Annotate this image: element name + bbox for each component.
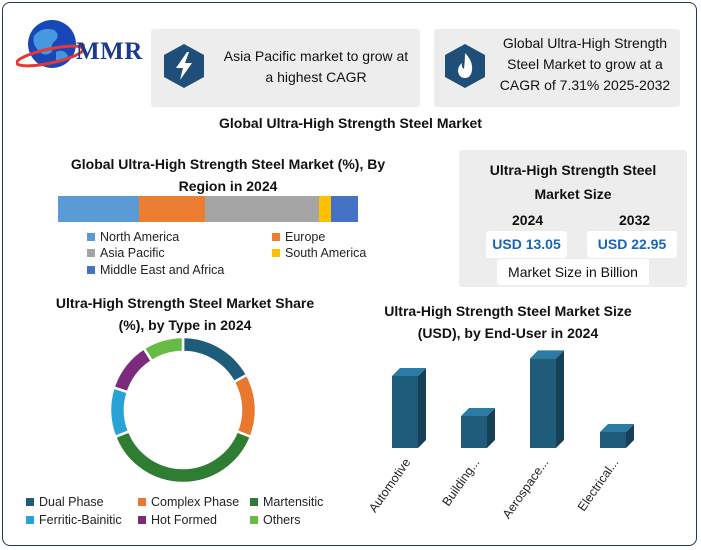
legend-swatch bbox=[87, 232, 95, 241]
legend-label: Dual Phase bbox=[39, 495, 104, 509]
market-size-title-line2: Market Size bbox=[534, 186, 612, 202]
type-donut-chart bbox=[108, 335, 258, 485]
year-2024: 2024 bbox=[512, 212, 544, 228]
bar-segment-north-america bbox=[58, 196, 139, 222]
donut-slice-others bbox=[142, 335, 185, 363]
legend-middle-east-africa: Middle East and Africa bbox=[87, 263, 224, 277]
card2-line2: Steel Market to grow at a bbox=[507, 56, 663, 72]
donut-slice-dual-phase bbox=[181, 335, 249, 384]
column-front bbox=[461, 416, 487, 448]
column-front bbox=[392, 376, 418, 448]
legend-label: Middle East and Africa bbox=[100, 263, 225, 277]
legend-dual-phase: Dual Phase bbox=[26, 495, 104, 509]
enduser-chart-title: Ultra-High Strength Steel Market Size (U… bbox=[360, 300, 656, 344]
column-bar-4 bbox=[600, 424, 634, 448]
legend-label: South America bbox=[285, 246, 367, 260]
card1-line2: a highest CAGR bbox=[265, 69, 367, 85]
region-title-line1: Global Ultra-High Strength Steel Market … bbox=[70, 156, 386, 172]
legend-martensitic: Martensitic bbox=[250, 495, 323, 509]
legend-label: North America bbox=[100, 230, 180, 244]
column-top bbox=[461, 408, 495, 416]
year-2032: 2032 bbox=[619, 212, 651, 228]
legend-swatch bbox=[250, 497, 258, 506]
column-side bbox=[556, 350, 564, 448]
legend-swatch bbox=[26, 515, 34, 524]
donut-slice-complex-phase bbox=[232, 373, 258, 439]
legend-others: Others bbox=[250, 513, 301, 527]
type-chart-title: Ultra-High Strength Steel Market Share (… bbox=[30, 292, 340, 336]
type-title-line2: (%), by Type in 2024 bbox=[118, 317, 252, 333]
enduser-column-chart: Automotive Building... Aerospace... Electri… bbox=[366, 350, 634, 522]
enduser-title-line1: Ultra-High Strength Steel Market Size bbox=[384, 303, 632, 319]
card1-line1: Asia Pacific market to grow at bbox=[223, 48, 409, 64]
column-side bbox=[418, 368, 426, 448]
column-front bbox=[530, 358, 556, 448]
logo-text: MMR bbox=[76, 38, 143, 65]
card2-line1: Global Ultra-High Strength bbox=[502, 35, 668, 51]
column-front bbox=[600, 432, 626, 448]
market-size-card: Ultra-High Strength Steel Market Size 20… bbox=[459, 150, 687, 287]
legend-label: Europe bbox=[285, 230, 326, 244]
column-bar-1 bbox=[392, 368, 426, 448]
market-size-title-line1: Ultra-High Strength Steel bbox=[489, 162, 657, 178]
cagr-market-card: Global Ultra-High Strength Steel Market … bbox=[434, 29, 680, 107]
column-top bbox=[600, 424, 634, 432]
bar-segment-south-america bbox=[319, 196, 331, 222]
legend-swatch bbox=[138, 515, 146, 524]
legend-swatch bbox=[272, 248, 280, 257]
value-2024: USD 13.05 bbox=[486, 231, 567, 258]
mmr-logo bbox=[16, 20, 85, 68]
legend-south-america: South America bbox=[272, 246, 366, 260]
donut-slice-martensitic bbox=[113, 429, 253, 485]
legend-label: Asia Pacific bbox=[100, 246, 165, 260]
column-side bbox=[487, 408, 495, 448]
legend-label: Others bbox=[263, 513, 301, 527]
column-tick-label: Electrical... bbox=[575, 456, 622, 514]
market-size-footer: Market Size in Billion bbox=[497, 259, 649, 285]
legend-label: Martensitic bbox=[263, 495, 324, 509]
legend-swatch bbox=[87, 248, 95, 257]
column-bar-3 bbox=[530, 350, 564, 448]
legend-label: Complex Phase bbox=[151, 495, 240, 509]
region-stacked-bar bbox=[58, 196, 358, 222]
legend-swatch bbox=[26, 497, 34, 506]
bar-segment-middle-east-and-africa bbox=[331, 196, 358, 222]
donut-slice-ferritic-bainitic bbox=[108, 385, 131, 439]
bar-segment-asia-pacific bbox=[205, 196, 319, 222]
value-2032: USD 22.95 bbox=[587, 231, 677, 258]
main-title: Global Ultra-High Strength Steel Market bbox=[219, 115, 482, 131]
bar-segment-europe bbox=[139, 196, 205, 222]
region-title-line2: Region in 2024 bbox=[178, 178, 278, 194]
legend-swatch bbox=[138, 497, 146, 506]
legend-complex-phase: Complex Phase bbox=[138, 495, 239, 509]
column-tick-label: Building... bbox=[439, 456, 482, 509]
legend-europe: Europe bbox=[272, 230, 325, 244]
legend-hot-formed: Hot Formed bbox=[138, 513, 217, 527]
legend-ferritic-bainitic: Ferritic-Bainitic bbox=[26, 513, 122, 527]
cagr-region-card: Asia Pacific market to grow at a highest… bbox=[151, 29, 420, 107]
enduser-title-line2: (USD), by End-User in 2024 bbox=[417, 325, 599, 341]
legend-swatch bbox=[272, 232, 280, 241]
region-chart-title: Global Ultra-High Strength Steel Market … bbox=[45, 153, 411, 197]
legend-north-america: North America bbox=[87, 230, 179, 244]
legend-label: Ferritic-Bainitic bbox=[39, 513, 122, 527]
column-tick-label: Automotive bbox=[366, 456, 413, 515]
legend-swatch bbox=[250, 515, 258, 524]
legend-asia-pacific: Asia Pacific bbox=[87, 246, 165, 260]
column-top bbox=[530, 350, 564, 359]
card2-line3: CAGR of 7.31% 2025-2032 bbox=[499, 77, 671, 93]
column-tick-label: Aerospace... bbox=[500, 456, 552, 522]
donut-slice-hot-formed bbox=[111, 346, 154, 394]
column-bar-2 bbox=[461, 408, 495, 448]
lightning-icon bbox=[164, 44, 204, 88]
type-title-line1: Ultra-High Strength Steel Market Share bbox=[55, 295, 315, 311]
legend-label: Hot Formed bbox=[151, 513, 217, 527]
column-top bbox=[392, 368, 426, 376]
market-size-title: Ultra-High Strength Steel Market Size bbox=[459, 158, 687, 206]
flame-icon bbox=[445, 44, 485, 88]
legend-swatch bbox=[87, 265, 95, 274]
